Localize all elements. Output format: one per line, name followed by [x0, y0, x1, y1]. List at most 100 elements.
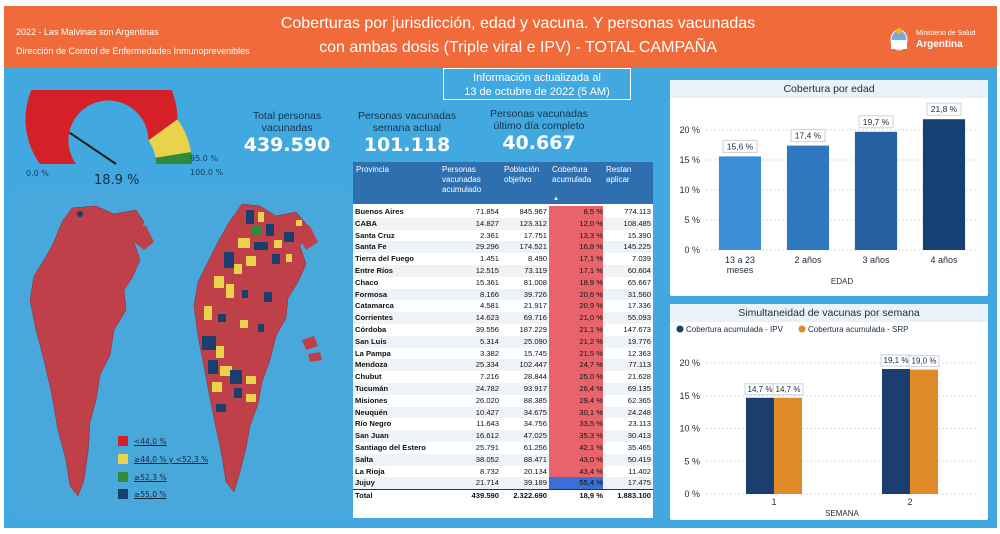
gauge-green-arc [155, 152, 192, 164]
update-info-line1: Información actualizada al [473, 72, 601, 84]
coverage-cell-bg [549, 253, 603, 265]
cell-acumulado: 24.782 [475, 384, 499, 393]
age-chart-title: Cobertura por edad [670, 80, 988, 98]
cell-cobertura: 17,1 % [579, 266, 603, 275]
cell-poblacion: 21.917 [523, 301, 547, 311]
table-row[interactable] [353, 241, 653, 254]
cell-poblacion: 88.385 [523, 395, 547, 405]
cell-poblacion: 69.716 [523, 313, 547, 323]
table-row[interactable] [353, 430, 653, 442]
gauge-red-arc [25, 90, 178, 164]
cell-acumulado: 4.581 [479, 301, 499, 311]
col-header-poblacion[interactable]: Población objetivo [501, 162, 549, 204]
cell-restan: 30.413 [627, 431, 651, 441]
cell-poblacion: 20.134 [523, 466, 547, 476]
cell-poblacion: 25.090 [523, 336, 547, 346]
age-bar[interactable] [854, 131, 898, 250]
coverage-cell-bg [549, 276, 603, 289]
map-island-2 [308, 352, 322, 362]
y-tick-label: 5 % [684, 456, 700, 466]
coverage-cell-bg [549, 312, 603, 324]
cell-cobertura: 18,9 % [579, 277, 603, 287]
age-x-axis-label: EDAD [831, 277, 853, 286]
y-tick-label: 10 % [679, 424, 700, 434]
table-row[interactable] [353, 217, 653, 230]
legend-series-label: Cobertura acumulada - IPV [686, 325, 784, 334]
cell-provincia: Neuquén [355, 407, 388, 417]
col-header-cobertura[interactable]: Cobertura acumulada ▲ [549, 162, 603, 204]
cell-acumulado: 21.714 [475, 478, 499, 488]
col-header-cobertura-label: Cobertura acumulada [552, 165, 592, 184]
y-tick-label: 15 % [679, 391, 700, 401]
week-bar[interactable] [882, 368, 910, 494]
legend-label-yellow: ≥44,0 % y <52,3 % [134, 455, 209, 464]
gauge-max-label: 100.0 % [190, 168, 224, 177]
cell-restan: 62.365 [627, 395, 651, 405]
cell-acumulado: 11.643 [476, 419, 499, 429]
table-row[interactable] [353, 406, 653, 419]
table-row[interactable] [353, 394, 653, 407]
cell-acumulado: 8.166 [479, 289, 499, 299]
col-header-provincia[interactable]: Provincia [353, 162, 439, 204]
cell-cobertura: 16,8 % [579, 242, 603, 252]
coverage-cell-bg [549, 418, 603, 431]
table-row[interactable] [353, 442, 653, 454]
coverage-cell-bg [549, 477, 603, 490]
col-header-acumulado[interactable]: Personas vacunadas acumulado [439, 162, 501, 204]
week-bar[interactable] [910, 369, 938, 494]
cell-poblacion: 102.447 [519, 360, 547, 370]
age-category-label: 13 a 23 [725, 255, 755, 265]
cell-provincia: Tierra del Fuego [355, 254, 414, 264]
cell-poblacion: 845.967 [519, 207, 547, 216]
table-row[interactable] [353, 465, 653, 478]
cell-cobertura: 26,4 % [579, 384, 603, 393]
table-row[interactable] [353, 418, 653, 431]
table-row[interactable] [353, 347, 653, 360]
age-bar[interactable] [718, 156, 762, 250]
week-bar[interactable] [774, 397, 802, 494]
cell-provincia: Chubut [355, 372, 382, 382]
table-row[interactable] [353, 453, 653, 466]
table-row[interactable] [353, 324, 653, 336]
table-row[interactable] [353, 265, 653, 277]
age-bar-label-bg [722, 139, 758, 153]
gauge-yellow-arc [148, 119, 192, 158]
table-row[interactable] [353, 253, 653, 265]
col-header-restan[interactable]: Restan aplicar [603, 162, 653, 204]
kpi-total-label-line1: Total personas [252, 110, 322, 122]
gauge-t1-label: 95.0 % [190, 154, 218, 163]
cell-cobertura: 20,9 % [579, 301, 603, 311]
table-row[interactable] [353, 383, 653, 395]
cell-cobertura: 55,4 % [579, 478, 603, 488]
table-row[interactable] [353, 359, 653, 372]
kpi-week-value: 101.118 [363, 134, 451, 156]
table-row[interactable] [353, 300, 653, 313]
table-row[interactable] [353, 371, 653, 383]
age-bar[interactable] [786, 145, 830, 250]
age-bar[interactable] [922, 119, 966, 250]
legend-series-label: Cobertura acumulada - SRP [808, 325, 909, 334]
table-row[interactable] [353, 335, 653, 348]
sort-asc-icon: ▲ [553, 196, 559, 202]
table-row[interactable] [353, 276, 653, 289]
gauge-needle [69, 131, 117, 165]
week-bar[interactable] [746, 397, 774, 494]
table-row[interactable] [353, 477, 653, 490]
table-row[interactable] [353, 312, 653, 324]
cell-acumulado: 25.334 [475, 360, 499, 370]
age-bar-value-label: 17,4 % [795, 131, 822, 141]
cell-acumulado: 29.296 [475, 242, 499, 252]
age-bar-value-label: 19,7 % [863, 117, 890, 127]
cell-provincia: CABA [355, 218, 377, 228]
coverage-cell-bg [549, 394, 603, 407]
cell-poblacion: 73.119 [524, 266, 547, 275]
cell-restan: 21.628 [627, 372, 651, 382]
table-row[interactable] [353, 288, 653, 301]
kpi-total-label-line2: vacunadas [261, 122, 313, 134]
cell-acumulado: 10.427 [475, 407, 499, 417]
table-row[interactable] [353, 206, 653, 218]
cell-restan: 65.667 [627, 277, 651, 287]
cell-cobertura: 42,1 % [579, 443, 603, 452]
table-row[interactable] [353, 229, 653, 242]
legend-swatch-green [118, 472, 128, 482]
